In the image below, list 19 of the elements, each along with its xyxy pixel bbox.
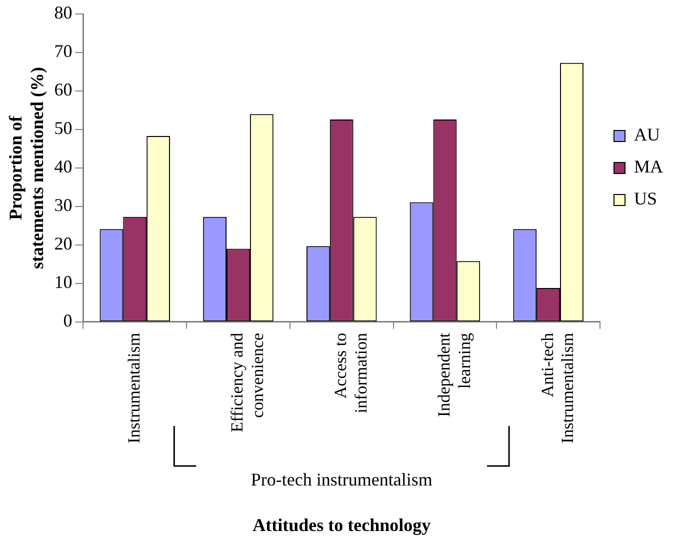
y-tick-label: 80	[54, 2, 72, 23]
text: Pro-tech instrumentalism	[250, 470, 432, 490]
x-tick-label: Efficiency and convenience	[228, 332, 268, 432]
legend-label: AU	[634, 124, 660, 145]
y-tick-label: 50	[54, 118, 72, 138]
x-axis-title: Attitudes to technology	[252, 514, 431, 535]
y-tick-label: 0	[63, 310, 72, 331]
x-tick-label: Access to information	[331, 332, 370, 414]
y-tick-label: 30	[54, 195, 72, 216]
legend-label: MA	[634, 156, 664, 177]
y-tick-label: 60	[54, 80, 72, 100]
y-tick-label: 20	[54, 234, 72, 254]
y-tick-label: 10	[54, 272, 72, 292]
legend-label: US	[634, 188, 658, 209]
x-tick-label: Independent learning	[434, 332, 474, 417]
x-tick-label: Instrumentalism	[124, 332, 144, 444]
y-tick-label: 40	[54, 156, 72, 177]
y-axis-title: Proportion of statements mentioned (%)	[5, 66, 48, 269]
y-tick-label: 70	[54, 41, 72, 62]
